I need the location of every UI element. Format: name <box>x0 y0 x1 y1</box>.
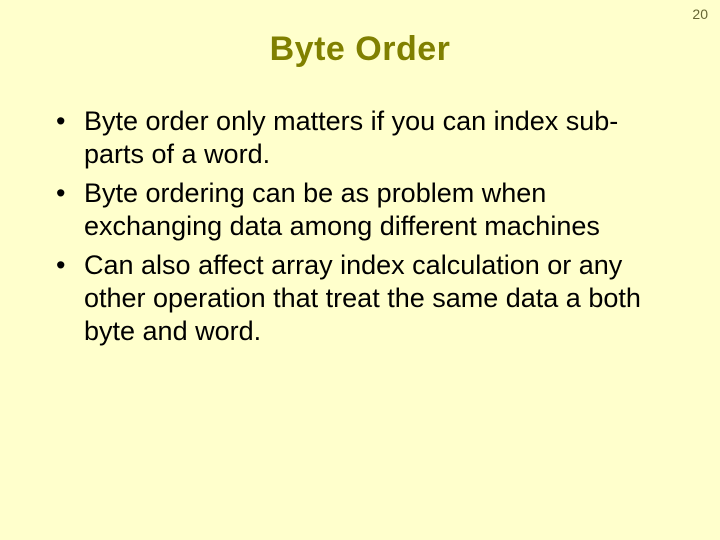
page-number: 20 <box>692 6 708 22</box>
list-item: Byte order only matters if you can index… <box>40 105 670 171</box>
list-item: Can also affect array index calculation … <box>40 249 670 348</box>
slide-title: Byte Order <box>0 30 720 69</box>
list-item: Byte ordering can be as problem when exc… <box>40 177 670 243</box>
bullet-list: Byte order only matters if you can index… <box>40 105 670 348</box>
slide-body: Byte order only matters if you can index… <box>40 105 670 354</box>
slide: 20 Byte Order Byte order only matters if… <box>0 0 720 540</box>
